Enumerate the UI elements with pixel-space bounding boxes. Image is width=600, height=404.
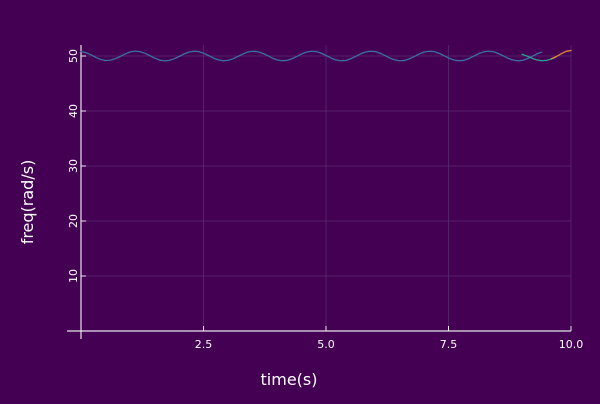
series-line-2: [521, 53, 557, 62]
y-tick-label: 30: [67, 159, 80, 173]
series-line-1: [80, 50, 543, 62]
x-tick-label: 7.5: [440, 338, 458, 351]
y-tick-label: 20: [67, 214, 80, 228]
x-tick-label: 5.0: [317, 338, 335, 351]
y-axis-label: freq(rad/s): [18, 160, 37, 245]
series-layer: [80, 49, 572, 62]
series-line-3: [550, 49, 572, 60]
x-axis-label: time(s): [261, 370, 318, 389]
axis-layer: [67, 45, 571, 339]
y-tick-label: 10: [67, 269, 80, 283]
grid-layer: [81, 45, 572, 331]
y-tick-label: 40: [67, 104, 80, 118]
x-tick-label: 10.0: [559, 338, 584, 351]
x-tick-label: 2.5: [195, 338, 213, 351]
tick-layer: 2.5 5.0 7.5 10.0 10 20 30 40 50: [67, 49, 583, 351]
y-tick-label: 50: [67, 49, 80, 63]
